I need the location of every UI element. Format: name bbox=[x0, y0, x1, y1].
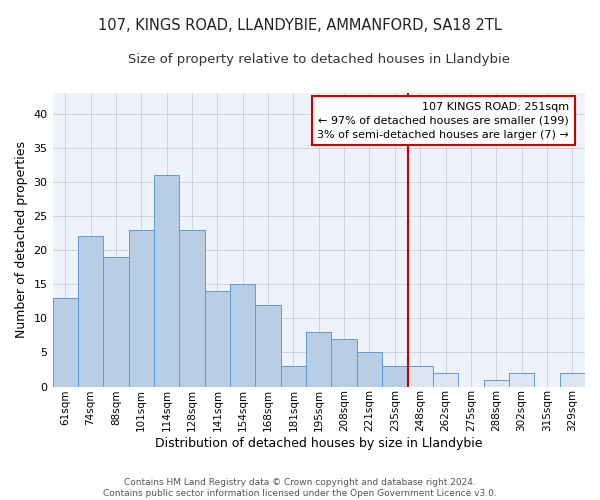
Bar bbox=[306, 332, 331, 386]
Bar bbox=[331, 339, 357, 386]
Bar bbox=[560, 373, 585, 386]
Bar bbox=[128, 230, 154, 386]
Bar bbox=[382, 366, 407, 386]
Text: Contains HM Land Registry data © Crown copyright and database right 2024.
Contai: Contains HM Land Registry data © Crown c… bbox=[103, 478, 497, 498]
Bar bbox=[357, 352, 382, 386]
Bar bbox=[230, 284, 256, 386]
Bar bbox=[154, 175, 179, 386]
Text: 107, KINGS ROAD, LLANDYBIE, AMMANFORD, SA18 2TL: 107, KINGS ROAD, LLANDYBIE, AMMANFORD, S… bbox=[98, 18, 502, 32]
Y-axis label: Number of detached properties: Number of detached properties bbox=[15, 142, 28, 338]
Bar bbox=[256, 304, 281, 386]
Bar bbox=[433, 373, 458, 386]
Bar bbox=[205, 291, 230, 386]
Title: Size of property relative to detached houses in Llandybie: Size of property relative to detached ho… bbox=[128, 52, 510, 66]
Bar bbox=[103, 257, 128, 386]
Bar bbox=[509, 373, 534, 386]
Bar bbox=[179, 230, 205, 386]
X-axis label: Distribution of detached houses by size in Llandybie: Distribution of detached houses by size … bbox=[155, 437, 482, 450]
Bar bbox=[53, 298, 78, 386]
Bar bbox=[407, 366, 433, 386]
Bar bbox=[78, 236, 103, 386]
Bar bbox=[484, 380, 509, 386]
Bar bbox=[281, 366, 306, 386]
Text: 107 KINGS ROAD: 251sqm
← 97% of detached houses are smaller (199)
3% of semi-det: 107 KINGS ROAD: 251sqm ← 97% of detached… bbox=[317, 102, 569, 140]
